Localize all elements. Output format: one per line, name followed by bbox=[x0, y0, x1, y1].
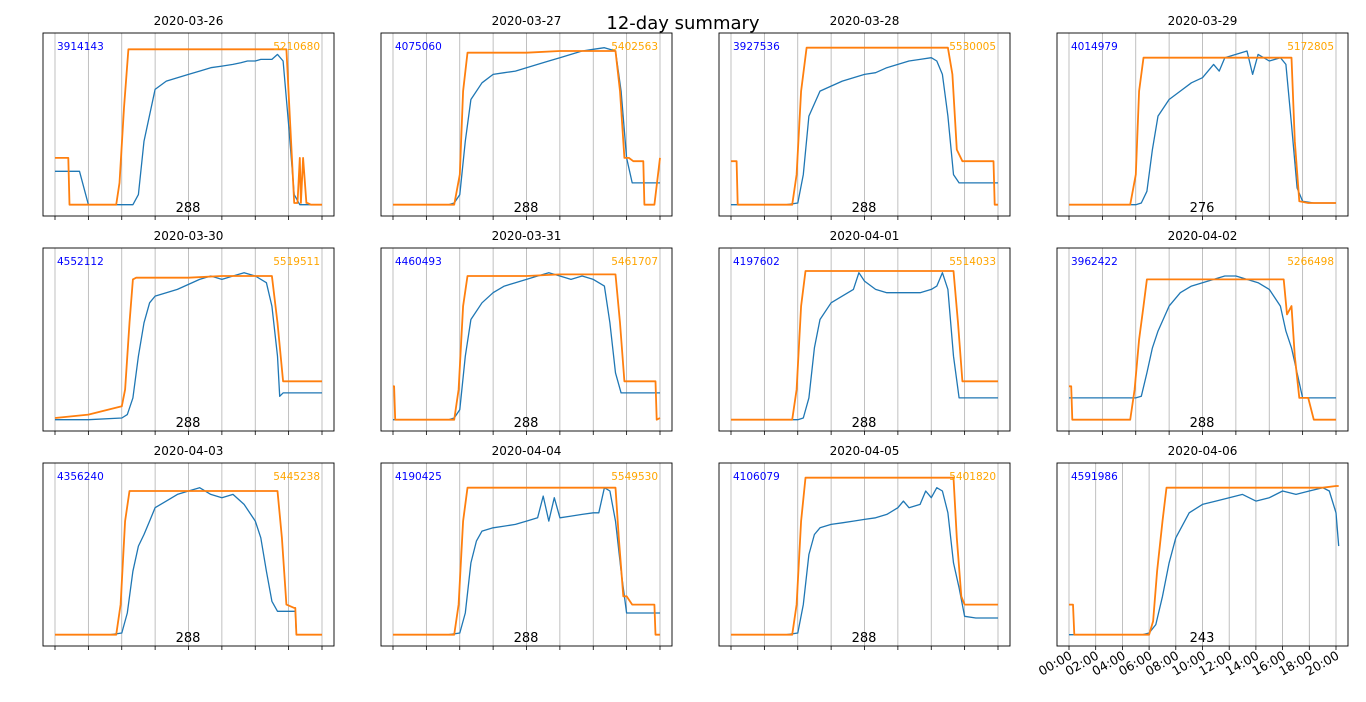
panel-frame bbox=[1056, 32, 1349, 217]
orange-series-line bbox=[393, 486, 660, 636]
panel-title: 2020-03-28 bbox=[830, 14, 900, 28]
panel-title: 2020-03-30 bbox=[154, 229, 224, 243]
panel-8: 2020-04-02 3962422 5266498 288 bbox=[1056, 229, 1349, 435]
panel-9: 2020-04-03 4356240 5445238 288 bbox=[42, 444, 335, 650]
blue-value-label: 3927536 bbox=[733, 41, 780, 53]
blue-value-label: 3962422 bbox=[1071, 256, 1118, 268]
orange-value-label: 5266498 bbox=[1287, 256, 1334, 268]
panel-5: 2020-03-30 4552112 5519511 288 bbox=[42, 229, 335, 435]
panel-3: 2020-03-28 3927536 5530005 288 bbox=[718, 14, 1011, 220]
panels-group: 2020-03-26 3914143 5210680 288 2020-03-27 407… bbox=[42, 14, 1349, 679]
panel-2: 2020-03-27 4075060 5402563 288 bbox=[380, 14, 673, 220]
panel-title: 2020-04-04 bbox=[492, 444, 562, 458]
blue-value-label: 3914143 bbox=[57, 41, 104, 53]
orange-value-label: 5210680 bbox=[273, 41, 320, 53]
blue-series-line bbox=[731, 57, 998, 206]
panel-6: 2020-03-31 4460493 5461707 288 bbox=[380, 229, 673, 435]
sample-count-label: 288 bbox=[176, 631, 201, 646]
orange-series-line bbox=[55, 490, 322, 636]
sample-count-label: 288 bbox=[514, 416, 539, 431]
blue-series-line bbox=[393, 47, 660, 206]
panel-11: 2020-04-05 4106079 5401820 288 bbox=[718, 444, 1011, 650]
orange-value-label: 5519511 bbox=[273, 256, 320, 268]
orange-series-line bbox=[1069, 56, 1336, 206]
sample-count-label: 288 bbox=[514, 631, 539, 646]
orange-value-label: 5461707 bbox=[611, 256, 658, 268]
orange-series-line bbox=[731, 46, 998, 206]
sample-count-label: 276 bbox=[1190, 201, 1215, 216]
panel-frame bbox=[380, 32, 673, 217]
panel-title: 2020-03-29 bbox=[1168, 14, 1238, 28]
orange-value-label: 5549530 bbox=[611, 471, 658, 483]
panel-title: 2020-04-01 bbox=[830, 229, 900, 243]
orange-series-line bbox=[55, 48, 322, 206]
panel-10: 2020-04-04 4190425 5549530 288 bbox=[380, 444, 673, 650]
blue-value-label: 4190425 bbox=[395, 471, 442, 483]
figure-title: 12-day summary bbox=[606, 13, 760, 34]
panel-frame bbox=[380, 462, 673, 647]
panel-frame bbox=[380, 247, 673, 432]
blue-series-line bbox=[55, 487, 322, 636]
sample-count-label: 243 bbox=[1190, 631, 1215, 646]
panel-frame bbox=[42, 462, 335, 647]
blue-series-line bbox=[55, 53, 322, 206]
blue-series-line bbox=[731, 487, 998, 636]
panel-7: 2020-04-01 4197602 5514033 288 bbox=[718, 229, 1011, 435]
panel-frame bbox=[718, 462, 1011, 647]
sample-count-label: 288 bbox=[852, 416, 877, 431]
orange-series-line bbox=[731, 476, 998, 636]
blue-value-label: 4356240 bbox=[57, 471, 104, 483]
panel-frame bbox=[1056, 247, 1349, 432]
sample-count-label: 288 bbox=[852, 631, 877, 646]
sample-count-label: 288 bbox=[514, 201, 539, 216]
orange-value-label: 5530005 bbox=[949, 41, 996, 53]
blue-value-label: 4591986 bbox=[1071, 471, 1118, 483]
blue-value-label: 4014979 bbox=[1071, 41, 1118, 53]
panel-frame bbox=[42, 32, 335, 217]
panel-frame bbox=[42, 247, 335, 432]
blue-value-label: 4552112 bbox=[57, 256, 104, 268]
orange-series-line bbox=[1069, 485, 1339, 636]
orange-value-label: 5401820 bbox=[949, 471, 996, 483]
orange-series-line bbox=[54, 275, 322, 419]
blue-value-label: 4075060 bbox=[395, 41, 442, 53]
orange-value-label: 5445238 bbox=[273, 471, 320, 483]
blue-value-label: 4460493 bbox=[395, 256, 442, 268]
panel-frame bbox=[718, 32, 1011, 217]
panel-title: 2020-04-02 bbox=[1168, 229, 1238, 243]
panel-title: 2020-03-26 bbox=[154, 14, 224, 28]
orange-series-line bbox=[1069, 278, 1336, 421]
orange-value-label: 5172805 bbox=[1287, 41, 1334, 53]
sample-count-label: 288 bbox=[1190, 416, 1215, 431]
orange-value-label: 5514033 bbox=[949, 256, 996, 268]
panel-title: 2020-04-05 bbox=[830, 444, 900, 458]
orange-value-label: 5402563 bbox=[611, 41, 658, 53]
panel-title: 2020-04-06 bbox=[1168, 444, 1238, 458]
panel-1: 2020-03-26 3914143 5210680 288 bbox=[42, 14, 335, 220]
blue-series-line bbox=[1069, 487, 1340, 636]
panel-title: 2020-04-03 bbox=[154, 444, 224, 458]
orange-series-line bbox=[393, 50, 661, 206]
panel-title: 2020-03-31 bbox=[492, 229, 562, 243]
panel-frame bbox=[1056, 462, 1349, 647]
sample-count-label: 288 bbox=[176, 201, 201, 216]
sample-count-label: 288 bbox=[176, 416, 201, 431]
panel-title: 2020-03-27 bbox=[492, 14, 562, 28]
panel-frame bbox=[718, 247, 1011, 432]
blue-value-label: 4197602 bbox=[733, 256, 780, 268]
panel-12: 00:0002:0004:0006:0008:0010:0012:0014:00… bbox=[1036, 444, 1349, 679]
orange-series-line bbox=[393, 273, 661, 421]
sample-count-label: 288 bbox=[852, 201, 877, 216]
blue-series-line bbox=[393, 487, 660, 636]
panel-4: 2020-03-29 4014979 5172805 276 bbox=[1056, 14, 1349, 220]
blue-series-line bbox=[731, 272, 998, 421]
blue-value-label: 4106079 bbox=[733, 471, 780, 483]
orange-series-line bbox=[731, 270, 998, 421]
